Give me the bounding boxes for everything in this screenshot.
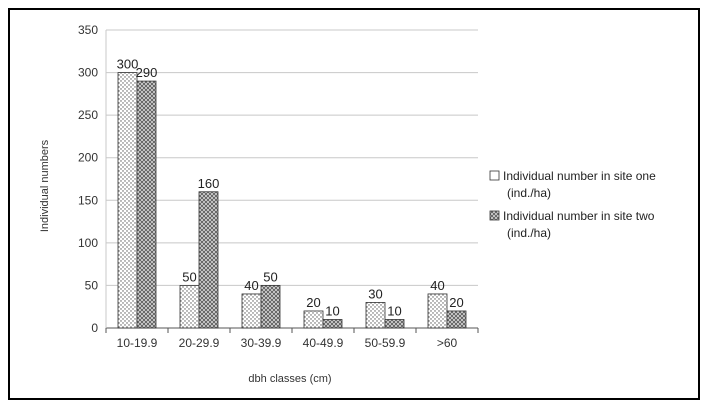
x-tick-label: 50-59.9 — [365, 336, 406, 350]
y-axis-title: Individual numbers — [39, 139, 51, 232]
y-tick-label: 350 — [78, 23, 98, 37]
bar-site-one — [179, 285, 200, 329]
data-label: 50 — [182, 269, 196, 284]
bar-site-one — [117, 72, 138, 329]
bar-site-one — [365, 302, 386, 329]
data-label: 50 — [263, 269, 277, 284]
data-label: 30 — [368, 286, 382, 301]
bar-site-two — [322, 319, 343, 329]
bar-site-one — [241, 293, 262, 329]
data-label: 10 — [387, 303, 401, 318]
x-tick-label: 20-29.9 — [179, 336, 220, 350]
grid-lines — [105, 29, 478, 329]
x-tick-label: >60 — [437, 336, 458, 350]
data-label: 20 — [449, 295, 463, 310]
data-label: 290 — [136, 65, 158, 80]
bars — [117, 72, 467, 329]
legend-label: (ind./ha) — [507, 226, 551, 240]
legend-swatch — [489, 170, 500, 181]
legend-label: Individual number in site two — [503, 209, 655, 223]
bar-site-two — [446, 310, 467, 329]
x-tick-label: 40-49.9 — [303, 336, 344, 350]
y-tick-label: 300 — [78, 66, 98, 80]
bar-site-two — [260, 285, 281, 329]
data-label: 40 — [430, 278, 444, 293]
y-tick-label: 200 — [78, 151, 98, 165]
bar-site-two — [198, 191, 219, 329]
y-tick-label: 0 — [91, 321, 98, 335]
x-tick-label: 30-39.9 — [241, 336, 282, 350]
y-axis-ticks: 0 50 100 150 200 250 300 350 — [78, 23, 98, 335]
y-tick-label: 50 — [85, 278, 99, 292]
legend-label: Individual number in site one — [503, 169, 656, 183]
bar-site-two — [136, 80, 157, 329]
x-axis-title: dbh classes (cm) — [248, 373, 331, 385]
y-tick-label: 150 — [78, 193, 98, 207]
x-axis-ticks: 10-19.9 20-29.9 30-39.9 40-49.9 50-59.9 >60 — [105, 328, 479, 350]
x-tick-label: 10-19.9 — [117, 336, 158, 350]
bar-site-one — [427, 293, 448, 329]
bar-site-two — [384, 319, 405, 329]
bar-site-one — [303, 310, 324, 329]
legend: Individual number in site one (ind./ha) In… — [489, 169, 656, 240]
data-label: 40 — [244, 278, 258, 293]
legend-label: (ind./ha) — [507, 186, 551, 200]
y-tick-label: 100 — [78, 236, 98, 250]
data-label: 300 — [117, 57, 139, 72]
data-label: 160 — [198, 176, 220, 191]
data-label: 10 — [325, 303, 339, 318]
data-label: 20 — [306, 295, 320, 310]
legend-swatch — [489, 210, 500, 221]
y-tick-label: 250 — [78, 108, 98, 122]
